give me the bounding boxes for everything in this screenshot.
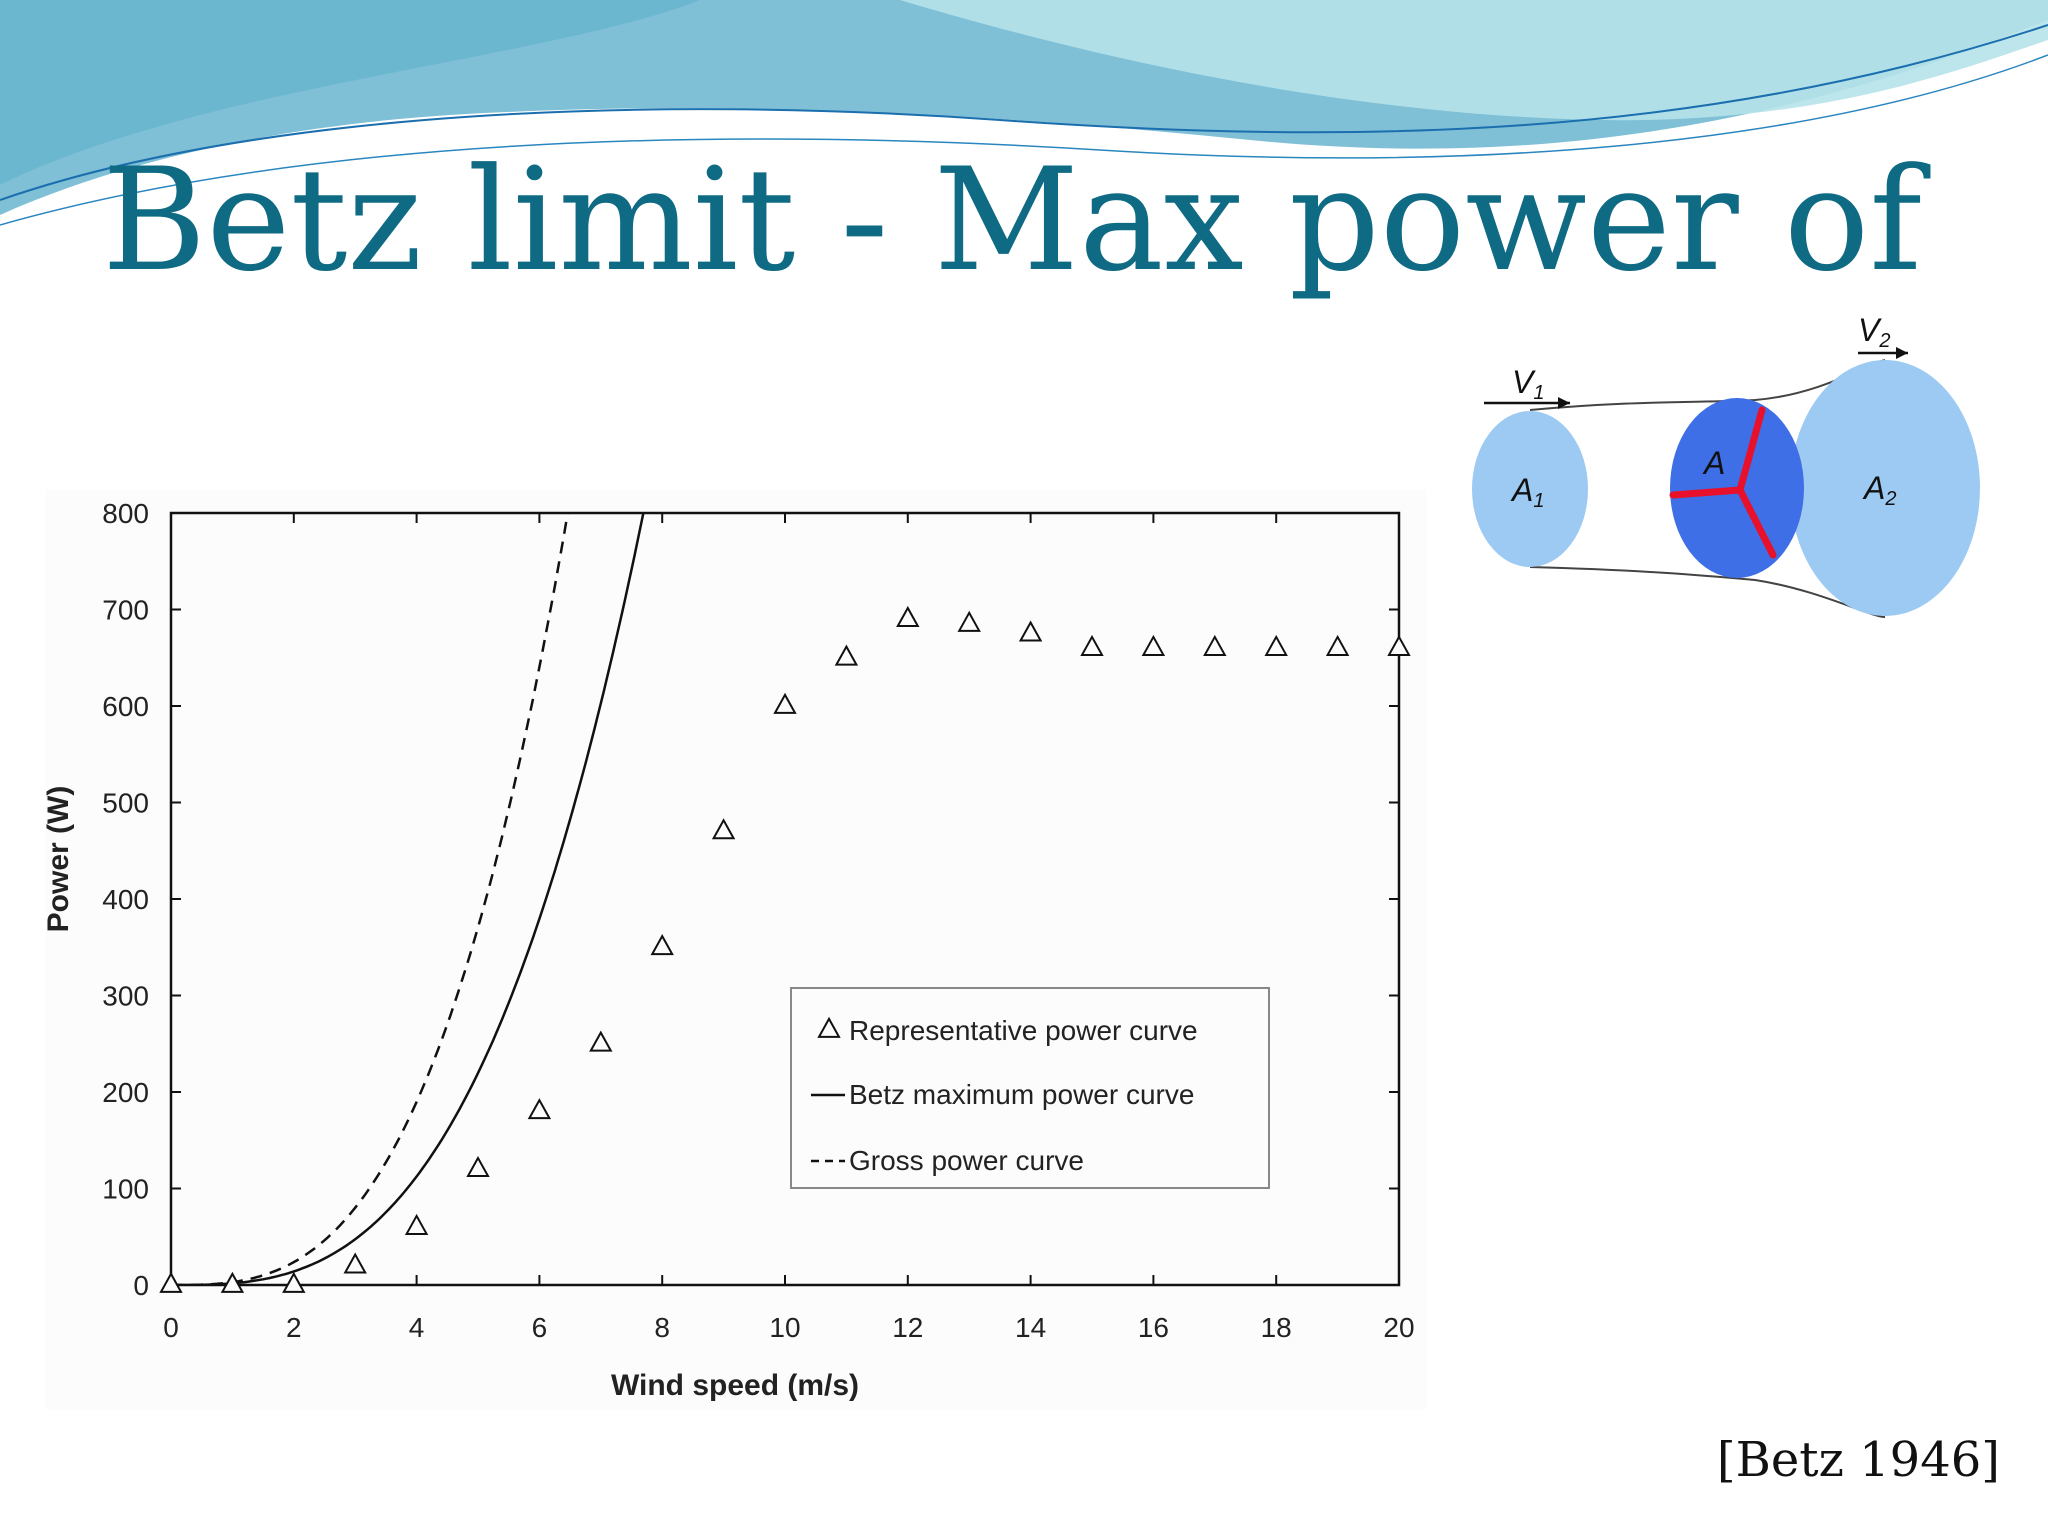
representative-power-point bbox=[220, 1271, 245, 1293]
header-wave-decoration bbox=[0, 0, 2048, 226]
representative-power-point bbox=[282, 1271, 306, 1293]
y-tick-label: 0 bbox=[133, 1270, 149, 1301]
legend-entry-label: Betz maximum power curve bbox=[849, 1079, 1194, 1110]
y-tick-label: 800 bbox=[102, 498, 149, 529]
x-tick-label: 16 bbox=[1138, 1312, 1169, 1343]
representative-power-point bbox=[1264, 634, 1288, 656]
x-tick-label: 10 bbox=[769, 1312, 800, 1343]
v2-label: V2 bbox=[1858, 312, 1890, 352]
chart-panel: 0 2 4 6 8 10 12 14 16 18 20 0 100 200 300 400 500 600 700 8… bbox=[46, 490, 1426, 1410]
x-tick-label: 2 bbox=[286, 1312, 302, 1343]
slide-title: Betz limit - Max power of bbox=[102, 138, 1922, 303]
upstream-disc-a1 bbox=[1472, 411, 1588, 567]
rotor-blades-icon bbox=[1669, 406, 1777, 559]
y-tick-label: 200 bbox=[102, 1077, 149, 1108]
representative-power-point bbox=[1018, 620, 1043, 642]
x-tick-label: 6 bbox=[532, 1312, 548, 1343]
downstream-disc-a2 bbox=[1790, 360, 1980, 616]
legend-triangle-icon bbox=[817, 1016, 841, 1038]
gross-power-curve bbox=[171, 513, 569, 1285]
representative-power-point bbox=[1325, 634, 1350, 656]
representative-power-point bbox=[1080, 634, 1104, 656]
legend-entry-label: Representative power curve bbox=[849, 1015, 1198, 1046]
x-tick-label: 14 bbox=[1015, 1312, 1046, 1343]
power-curve-chart: 0 2 4 6 8 10 12 14 16 18 2001002003004005006007008… bbox=[46, 498, 1415, 1402]
y-tick-label: 500 bbox=[102, 788, 149, 819]
x-tick-label: 4 bbox=[409, 1312, 425, 1343]
representative-power-point bbox=[404, 1213, 429, 1235]
representative-power-point bbox=[834, 644, 859, 666]
y-axis-title: Power (W) bbox=[46, 786, 75, 933]
representative-power-point bbox=[343, 1252, 367, 1274]
x-axis-title: Wind speed (m/s) bbox=[611, 1369, 859, 1402]
y-tick-label: 400 bbox=[102, 884, 149, 915]
betz-stream-tube-diagram: V1 V2 A1 A A2 bbox=[1472, 312, 1980, 618]
representative-power-point bbox=[1387, 634, 1411, 656]
legend-box bbox=[790, 987, 1270, 1189]
y-tick-label: 100 bbox=[102, 1174, 149, 1205]
v1-label: V1 bbox=[1512, 364, 1544, 404]
representative-power-point bbox=[589, 1030, 613, 1052]
citation: [Betz 1946] bbox=[1716, 1432, 2000, 1488]
y-tick-label: 700 bbox=[102, 595, 149, 626]
representative-power-point bbox=[466, 1155, 490, 1178]
v2-arrow-icon bbox=[1858, 347, 1908, 359]
legend-entry-label: Gross power curve bbox=[849, 1145, 1084, 1176]
x-tick-label: 0 bbox=[163, 1312, 179, 1343]
x-tick-label: 18 bbox=[1261, 1312, 1292, 1343]
representative-power-point bbox=[527, 1098, 552, 1120]
representative-power-point bbox=[1141, 634, 1166, 656]
representative-power-point bbox=[711, 818, 736, 840]
v1-arrow-icon bbox=[1484, 397, 1570, 409]
a-label: A bbox=[1702, 445, 1725, 481]
representative-power-point bbox=[896, 605, 920, 627]
representative-power-point bbox=[1203, 634, 1227, 656]
a1-label: A1 bbox=[1510, 472, 1544, 512]
x-tick-label: 8 bbox=[654, 1312, 670, 1343]
a2-label: A2 bbox=[1862, 470, 1896, 510]
representative-power-point bbox=[650, 934, 674, 956]
representative-power-point bbox=[957, 610, 981, 632]
x-tick-label: 20 bbox=[1383, 1312, 1414, 1343]
y-tick-label: 600 bbox=[102, 691, 149, 722]
betz-max-power-curve bbox=[171, 513, 645, 1285]
representative-power-point bbox=[773, 692, 797, 714]
representative-power-point bbox=[159, 1271, 183, 1293]
y-tick-label: 300 bbox=[102, 981, 149, 1012]
x-tick-label: 12 bbox=[892, 1312, 923, 1343]
